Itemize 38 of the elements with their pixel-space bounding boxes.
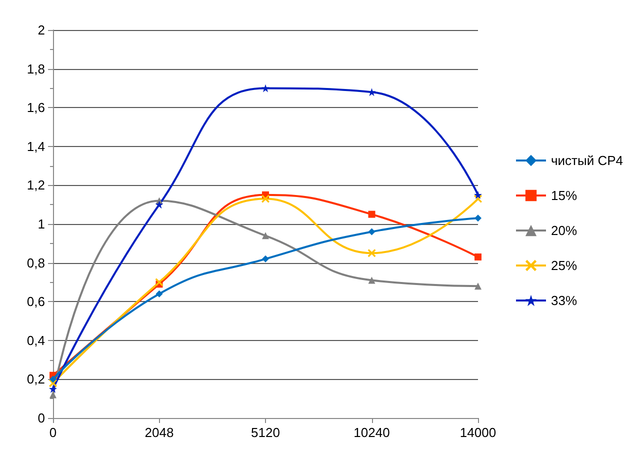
point [368, 249, 376, 258]
y-tick-label: 1,2 [26, 178, 45, 193]
y-tick-label: 0,6 [26, 294, 45, 310]
y-tick-label: 0 [38, 410, 45, 426]
legend-label: 20% [551, 223, 578, 238]
x-tick-label: 0 [49, 425, 57, 440]
legend-label: чистый CP4 [551, 153, 624, 168]
point [368, 276, 376, 284]
x-tick-label: 5120 [251, 425, 280, 440]
legend-label: 15% [551, 188, 578, 203]
x-tick-label: 10240 [354, 425, 390, 440]
x-tick-label: 2048 [144, 425, 174, 440]
legend-label: 25% [551, 258, 578, 273]
point [474, 282, 482, 290]
y-tick-label: 2 [38, 22, 45, 38]
y-tick-label: 1 [38, 216, 45, 232]
point [368, 210, 376, 218]
point [262, 84, 270, 92]
y-tick-label: 1,4 [26, 138, 45, 154]
x-tick-label: 14000 [460, 425, 496, 440]
point [155, 200, 164, 209]
point [50, 391, 56, 398]
point [368, 228, 376, 236]
y-tick-label: 1,6 [26, 100, 45, 116]
y-tick-label: 0,8 [26, 255, 45, 270]
point [262, 232, 269, 240]
point [474, 253, 482, 260]
y-tick-label: 0,4 [26, 332, 45, 348]
point [474, 190, 482, 199]
point [49, 384, 57, 393]
y-tick-label: 1,8 [26, 61, 45, 76]
point [474, 214, 482, 222]
point [50, 376, 56, 383]
point [155, 278, 164, 286]
legend-label: 33% [551, 293, 578, 308]
point [262, 255, 269, 262]
y-tick-label: 0,2 [26, 372, 45, 387]
point [156, 290, 163, 298]
